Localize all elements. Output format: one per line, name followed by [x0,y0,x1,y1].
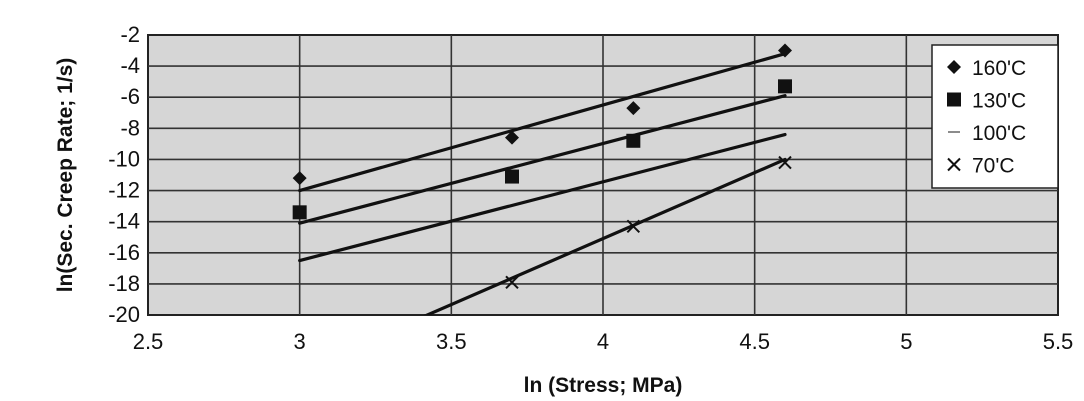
legend-label: 160'C [972,57,1026,80]
data-point [626,133,641,148]
y-tick-label: -4 [120,53,140,78]
y-tick-label: -20 [108,302,140,327]
y-tick-label: -6 [120,84,140,109]
legend-label: 130'C [972,90,1026,113]
y-tick-label: -8 [120,115,140,140]
y-tick-label: -14 [108,209,140,234]
data-point [778,155,792,170]
trend-lines [298,52,787,315]
data-point [505,130,519,145]
trend-line [298,52,787,193]
x-tick-label: 3.5 [436,329,467,354]
x-tick-label: 3 [294,329,306,354]
y-axis-title: ln(Sec. Creep Rate; 1/s) [54,58,77,293]
x-tick-label: 4.5 [739,329,770,354]
x-tick-label: 4 [597,329,609,354]
data-point [292,205,307,220]
data-point [778,79,792,94]
legend-marker [947,92,961,107]
x-tick-label: 2.5 [133,329,164,354]
y-tick-label: -12 [108,178,140,203]
x-tick-labels: 2.5 3 3.5 4 4.5 5 5.5 [133,329,1074,354]
data-points [292,43,792,290]
data-point [505,275,519,290]
legend: 160'C 130'C 100'C 70'C [931,44,1059,189]
legend-label: 70'C [972,155,1015,178]
legend-marker [947,60,961,74]
y-tick-label: -2 [120,22,140,47]
y-tick-label: -18 [108,271,140,296]
y-tick-label: -16 [108,240,140,265]
data-point [778,43,792,58]
data-point [505,169,519,184]
y-tick-labels: -2 -4 -6 -8 -10 -12 -14 -16 -18 -20 [108,22,140,327]
x-tick-label: 5.5 [1043,329,1074,354]
x-tick-label: 5 [900,329,912,354]
trend-line [298,132,787,263]
data-point [292,171,307,186]
legend-label: 100'C [972,122,1026,145]
y-tick-label: -10 [108,146,140,171]
x-axis-title: ln (Stress; MPa) [524,374,683,397]
trend-line [298,94,787,225]
data-point [626,101,641,116]
trend-line [423,157,787,315]
legend-marker [947,157,961,172]
data-point [626,219,641,234]
